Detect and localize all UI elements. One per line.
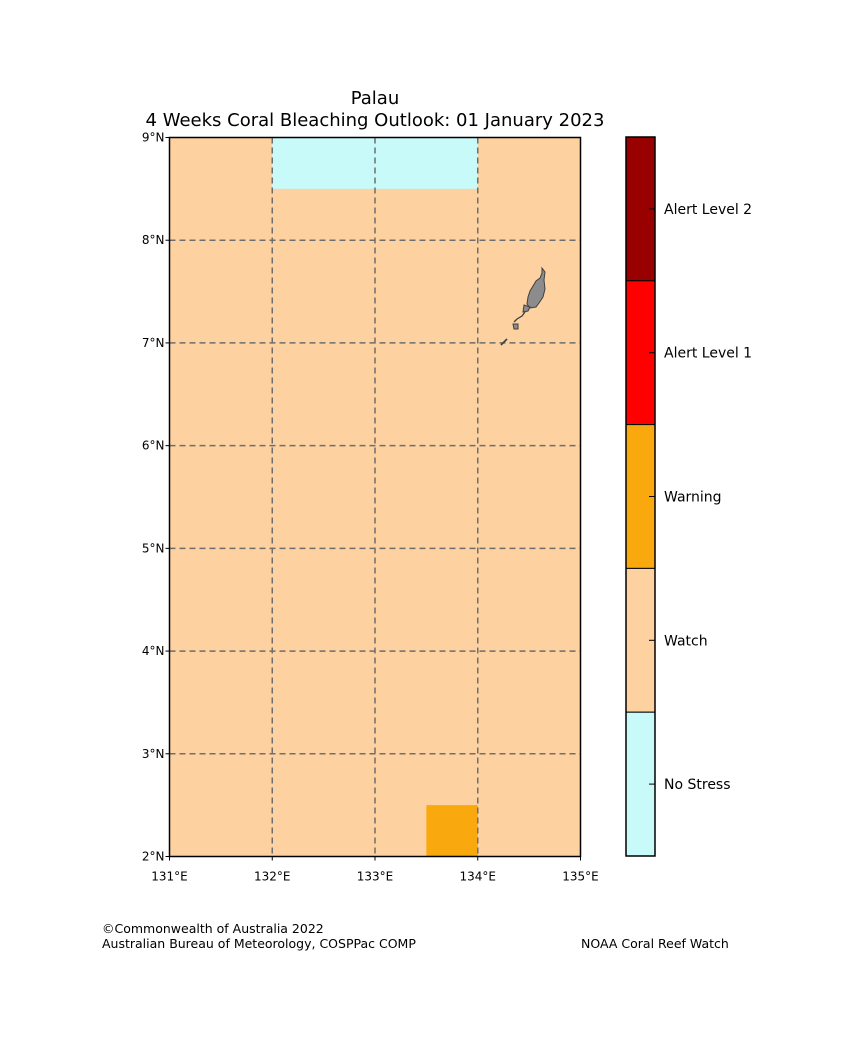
legend-label: Warning: [664, 490, 722, 506]
angaur-island: [500, 338, 508, 346]
graticule: [169, 137, 581, 857]
lat-tick-label: 2°N: [142, 850, 165, 864]
map-axes: 9°N 8°N 7°N 6°N 5°N 4°N 3°N 2°N 131°E 132°E 133°E 1…: [142, 131, 599, 884]
peleliu-island: [512, 323, 519, 330]
map-title-outlook: 4 Weeks Coral Bleaching Outlook: 01 Janu…: [145, 110, 605, 131]
footer-credits: ©Commonwealth of Australia 2022 Australi…: [102, 921, 416, 951]
lon-tick-label: 135°E: [562, 870, 599, 884]
lat-tick-label: 7°N: [142, 336, 165, 350]
rock-islands: [513, 311, 526, 323]
koror-island: [522, 304, 531, 313]
palau-islands: [500, 266, 546, 346]
legend-label: Alert Level 1: [664, 346, 752, 362]
partner-text: NOAA Coral Reef Watch: [581, 936, 729, 951]
lon-tick-label: 134°E: [460, 870, 497, 884]
colorbar-legend: Alert Level 2 Alert Level 1 Warning Watch No…: [625, 136, 752, 857]
lat-tick-label: 6°N: [142, 439, 165, 453]
colorbar-frame: [625, 136, 656, 857]
legend-label: Alert Level 2: [664, 202, 752, 218]
map-title-location: Palau: [350, 88, 400, 109]
lat-tick-label: 8°N: [142, 233, 165, 247]
map-plot-area: [169, 137, 581, 857]
legend-label: Watch: [664, 633, 708, 649]
lat-tick-label: 5°N: [142, 541, 165, 555]
warning-region: [426, 805, 478, 857]
agency-text: Australian Bureau of Meteorology, COSPPa…: [102, 936, 416, 951]
lat-tick-label: 3°N: [142, 747, 165, 761]
lat-tick-label: 9°N: [142, 131, 165, 145]
lat-tick-label: 4°N: [142, 644, 165, 658]
lon-tick-label: 132°E: [254, 870, 291, 884]
lon-tick-label: 133°E: [357, 870, 394, 884]
watch-background: [169, 137, 581, 857]
legend-label: No Stress: [664, 777, 731, 793]
lon-tick-label: 131°E: [151, 870, 188, 884]
copyright-text: ©Commonwealth of Australia 2022: [102, 921, 324, 936]
